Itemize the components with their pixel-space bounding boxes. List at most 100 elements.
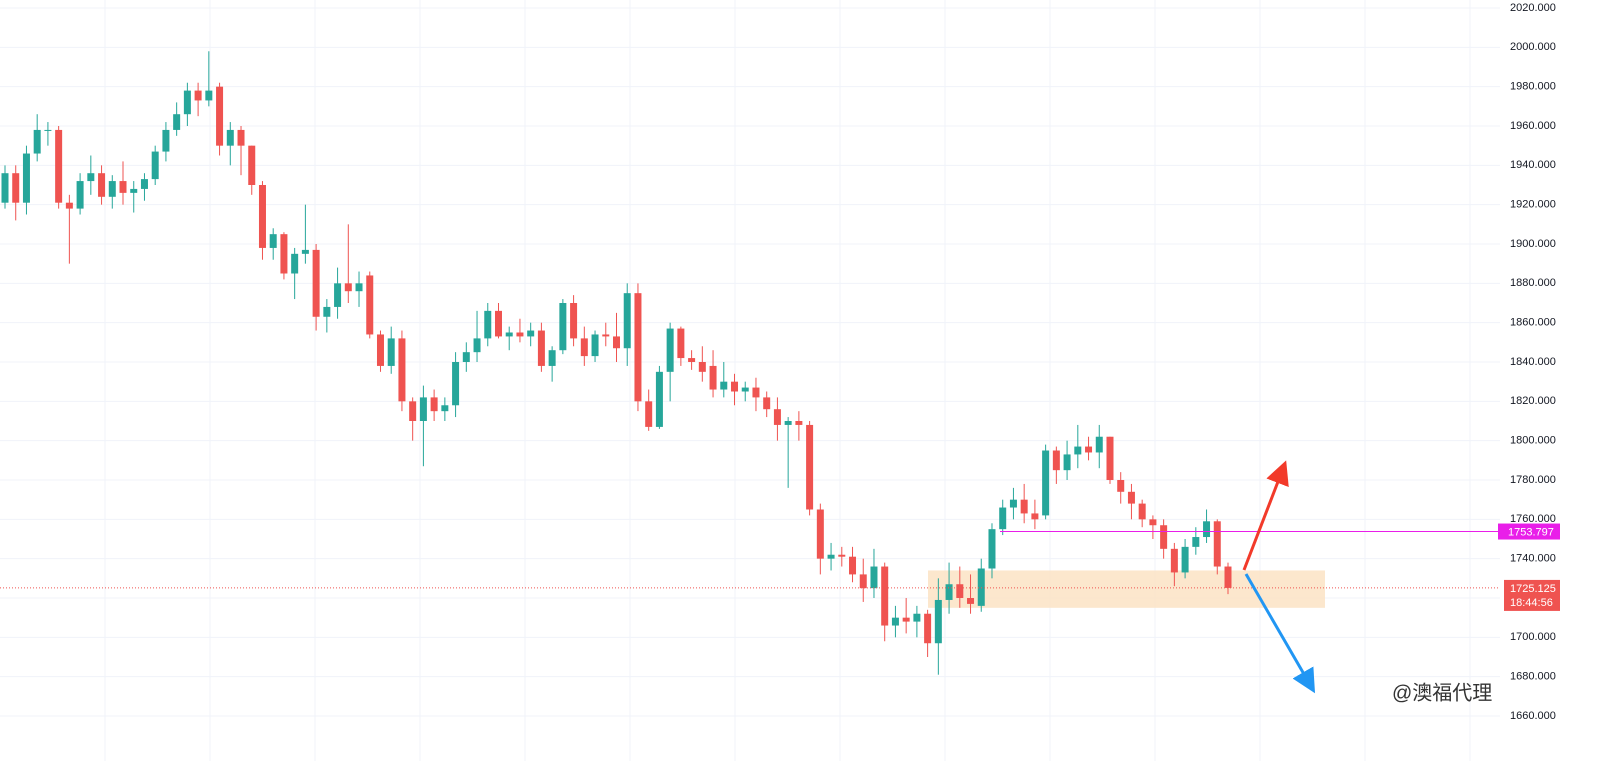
candle-body bbox=[1224, 566, 1232, 588]
candle-body bbox=[1085, 446, 1093, 453]
candle-body bbox=[881, 566, 889, 626]
candle-body bbox=[355, 283, 363, 292]
horizontal-line-label-bg bbox=[1498, 523, 1560, 540]
candle-body bbox=[366, 275, 374, 335]
candle-body bbox=[988, 529, 996, 569]
candle-body bbox=[237, 129, 245, 146]
y-tick-label: 2000.000 bbox=[1510, 41, 1556, 53]
plot bbox=[0, 51, 1500, 675]
candle-body bbox=[173, 114, 181, 130]
candle-body bbox=[22, 153, 30, 203]
candle-body bbox=[655, 371, 663, 427]
candle-body bbox=[1, 173, 9, 203]
candle-body bbox=[666, 328, 674, 372]
y-tick-label: 1800.000 bbox=[1510, 435, 1556, 447]
candle-body bbox=[924, 613, 932, 644]
y-tick-label: 1880.000 bbox=[1510, 277, 1556, 289]
candle-body bbox=[205, 90, 213, 101]
candle-body bbox=[1009, 499, 1017, 508]
y-tick-label: 1960.000 bbox=[1510, 120, 1556, 132]
candle-body bbox=[119, 181, 127, 193]
countdown-label: 18:44:56 bbox=[1510, 597, 1553, 609]
y-tick-label: 1700.000 bbox=[1510, 631, 1556, 643]
candle-body bbox=[527, 330, 535, 337]
candle-body bbox=[387, 338, 395, 366]
candle-body bbox=[419, 397, 427, 421]
candle-body bbox=[162, 129, 170, 152]
zone bbox=[928, 570, 1325, 608]
candle-body bbox=[65, 202, 73, 209]
y-tick-label: 1920.000 bbox=[1510, 199, 1556, 211]
candle-body bbox=[258, 185, 266, 248]
candle-body bbox=[688, 358, 696, 362]
candle-body bbox=[151, 151, 159, 180]
candle-body bbox=[376, 334, 384, 366]
candle-body bbox=[623, 293, 631, 349]
candle-body bbox=[269, 234, 277, 248]
y-tick-label: 1760.000 bbox=[1510, 513, 1556, 525]
candle-body bbox=[1160, 525, 1168, 549]
candle-body bbox=[183, 90, 191, 115]
candle-body bbox=[784, 421, 792, 425]
candle-body bbox=[494, 310, 502, 337]
candle-body bbox=[945, 584, 953, 600]
candle-body bbox=[1074, 446, 1082, 455]
candle-body bbox=[1192, 537, 1200, 547]
candle-body bbox=[516, 332, 524, 337]
last-price-label: 1725.125 bbox=[1510, 583, 1556, 595]
candle-body bbox=[1031, 513, 1039, 520]
candle-body bbox=[580, 338, 588, 357]
candle-body bbox=[698, 362, 706, 372]
candle-body bbox=[1149, 519, 1157, 526]
candle-body bbox=[248, 145, 256, 185]
candle-body bbox=[398, 338, 406, 402]
candle-body bbox=[913, 613, 921, 622]
candle-body bbox=[216, 86, 224, 146]
candle-body bbox=[570, 303, 578, 339]
candle-body bbox=[731, 381, 739, 392]
candle-body bbox=[280, 234, 288, 274]
grid bbox=[0, 0, 1500, 761]
candle-body bbox=[505, 332, 513, 337]
candle-body bbox=[645, 401, 653, 427]
candle-body bbox=[108, 181, 116, 197]
candle-body bbox=[773, 409, 781, 425]
candle-body bbox=[1052, 450, 1060, 471]
candle-body bbox=[999, 507, 1007, 530]
candle-body bbox=[1213, 521, 1221, 567]
candle-body bbox=[334, 283, 342, 307]
candle-body bbox=[130, 188, 138, 193]
candle-body bbox=[12, 173, 20, 203]
candle-body bbox=[301, 249, 309, 254]
candle-body bbox=[1095, 436, 1103, 453]
candle-body bbox=[859, 574, 867, 589]
candle-body bbox=[763, 397, 771, 410]
candle-body bbox=[430, 397, 438, 412]
y-tick-label: 2020.000 bbox=[1510, 2, 1556, 14]
candle-body bbox=[226, 129, 234, 146]
watermark: @澳福代理 bbox=[1392, 681, 1492, 704]
candle-body bbox=[344, 283, 352, 292]
candle-body bbox=[849, 556, 857, 575]
candle-body bbox=[677, 328, 685, 359]
candle-body bbox=[977, 568, 985, 606]
candle-body bbox=[827, 554, 835, 559]
candle-body bbox=[613, 336, 620, 349]
candle-body bbox=[956, 584, 964, 598]
candle-body bbox=[87, 173, 95, 182]
candle-body bbox=[1138, 503, 1146, 520]
y-tick-label: 1980.000 bbox=[1510, 81, 1556, 93]
candle-body bbox=[967, 598, 975, 604]
candle-body bbox=[634, 293, 642, 402]
candle-body bbox=[1106, 436, 1114, 480]
candle-body bbox=[902, 617, 910, 622]
candle-body bbox=[98, 173, 106, 197]
candle-body bbox=[709, 365, 717, 390]
y-tick-label: 1940.000 bbox=[1510, 159, 1556, 171]
y-tick-label: 1740.000 bbox=[1510, 553, 1556, 565]
candle-body bbox=[55, 129, 63, 203]
candle-body bbox=[870, 566, 878, 589]
last-price-label-bg bbox=[1504, 579, 1560, 611]
candle-body bbox=[76, 181, 84, 209]
